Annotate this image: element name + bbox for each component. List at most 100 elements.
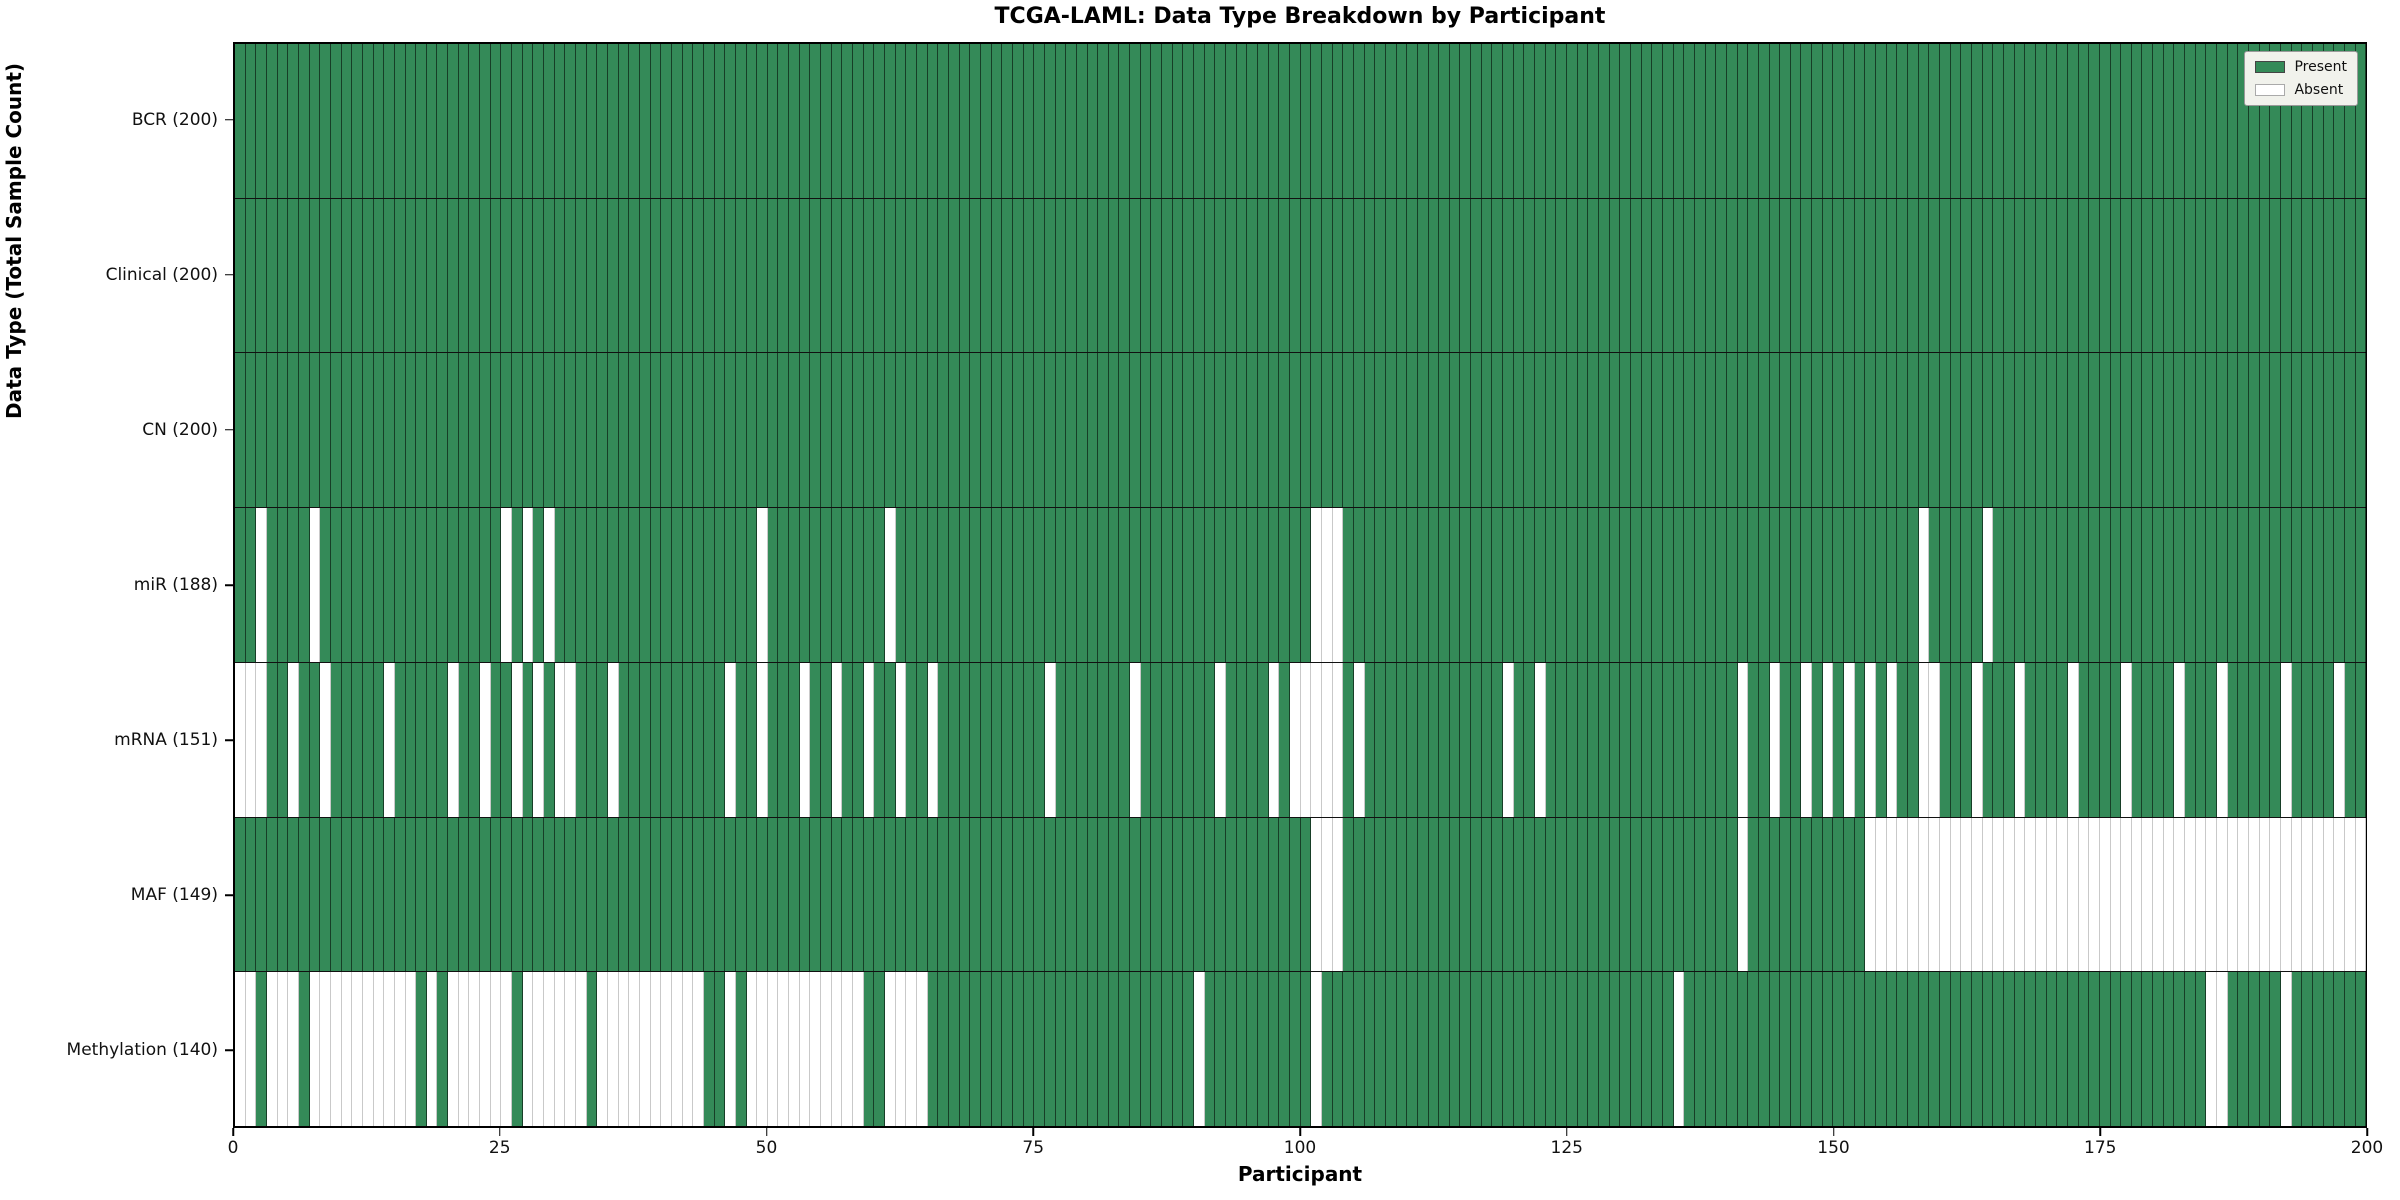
heatmap-cell <box>1545 508 1557 662</box>
heatmap-cell <box>2259 972 2271 1127</box>
heatmap-cell <box>810 972 822 1127</box>
heatmap-cell <box>1833 662 1845 817</box>
heatmap-cell <box>1353 817 1365 972</box>
heatmap-cell <box>1215 198 1227 353</box>
heatmap-cell <box>1023 817 1035 972</box>
heatmap-cell <box>1780 44 1791 198</box>
heatmap-cell <box>384 662 395 817</box>
heatmap-cell <box>1780 662 1791 817</box>
heatmap-cell <box>2206 44 2218 198</box>
heatmap-cell <box>1055 198 1067 353</box>
heatmap-cell <box>416 508 427 662</box>
heatmap-cell <box>2099 972 2111 1127</box>
heatmap-cell <box>1268 353 1280 508</box>
heatmap-cell <box>1417 817 1429 972</box>
heatmap-cell <box>2003 44 2015 198</box>
heatmap-cell <box>1098 817 1109 972</box>
heatmap-cell <box>2067 353 2079 508</box>
heatmap-cell <box>629 817 640 972</box>
heatmap-cell <box>1726 44 1738 198</box>
heatmap-cell <box>1940 353 1951 508</box>
heatmap-cell <box>1258 817 1269 972</box>
heatmap-cell <box>1737 817 1749 972</box>
heatmap-cell <box>1076 44 1088 198</box>
heatmap-cell <box>1268 817 1280 972</box>
heatmap-cell <box>959 662 971 817</box>
heatmap-cell <box>490 817 502 972</box>
heatmap-cell <box>810 662 822 817</box>
heatmap-cell <box>341 662 353 817</box>
heatmap-cell <box>1481 353 1493 508</box>
heatmap-cell <box>917 972 928 1127</box>
heatmap-cell <box>2185 662 2196 817</box>
heatmap-cell <box>1982 817 1994 972</box>
heatmap-cell <box>384 44 395 198</box>
heatmap-cell <box>2238 44 2250 198</box>
heatmap-cell <box>1673 198 1685 353</box>
heatmap-cell <box>938 508 949 662</box>
heatmap-cell <box>671 353 683 508</box>
heatmap-cell <box>970 44 981 198</box>
heatmap-cell <box>341 353 353 508</box>
heatmap-cell <box>1940 817 1951 972</box>
heatmap-cell <box>362 508 374 662</box>
heatmap-cell <box>885 353 896 508</box>
heatmap-cell <box>885 198 896 353</box>
heatmap-cell <box>416 817 427 972</box>
heatmap-cell <box>1321 44 1333 198</box>
heatmap-cell <box>1694 353 1706 508</box>
heatmap-cell <box>1300 508 1312 662</box>
heatmap-cell <box>2110 44 2122 198</box>
heatmap-cell <box>298 662 310 817</box>
heatmap-cell <box>1918 44 1930 198</box>
heatmap-cell <box>426 972 438 1127</box>
heatmap-cell <box>629 972 640 1127</box>
heatmap-cell <box>831 817 843 972</box>
heatmap-cell <box>1886 198 1898 353</box>
heatmap-cell <box>1609 662 1621 817</box>
heatmap-cell <box>1833 508 1845 662</box>
heatmap-cell <box>1247 817 1258 972</box>
heatmap-cell <box>1215 817 1227 972</box>
heatmap-cell <box>2057 508 2068 662</box>
heatmap-cell <box>799 44 811 198</box>
heatmap-cell <box>639 817 651 972</box>
heatmap-cell <box>1503 662 1514 817</box>
heatmap-cell <box>512 972 523 1127</box>
heatmap-cell <box>1609 972 1621 1127</box>
heatmap-cell <box>1449 817 1461 972</box>
heatmap-cell <box>2089 817 2100 972</box>
heatmap-cell <box>1130 44 1141 198</box>
heatmap-cell <box>991 662 1003 817</box>
heatmap-cell <box>1950 508 1962 662</box>
heatmap-cell <box>1460 662 1472 817</box>
heatmap-cell <box>938 44 949 198</box>
heatmap-cell <box>330 353 342 508</box>
heatmap-cell <box>362 817 374 972</box>
heatmap-cell <box>853 817 864 972</box>
heatmap-cell <box>1556 972 1568 1127</box>
heatmap-cell <box>1268 44 1280 198</box>
heatmap-cell <box>1577 353 1589 508</box>
heatmap-cell <box>2195 353 2207 508</box>
heatmap-cell <box>1375 972 1386 1127</box>
heatmap-cell <box>1908 662 1919 817</box>
heatmap-cell <box>2153 198 2164 353</box>
heatmap-cell <box>746 44 758 198</box>
heatmap-cell <box>1748 198 1759 353</box>
heatmap-cell <box>1428 198 1440 353</box>
heatmap-cell <box>1183 44 1195 198</box>
heatmap-cell <box>1439 44 1450 198</box>
heatmap-cell <box>629 198 640 353</box>
heatmap-cell <box>512 198 523 353</box>
heatmap-cell <box>1662 44 1674 198</box>
heatmap-cell <box>1822 972 1834 1127</box>
heatmap-cell <box>1385 353 1397 508</box>
heatmap-cell <box>1492 972 1504 1127</box>
heatmap-cell <box>1396 817 1408 972</box>
heatmap-cell <box>1023 44 1035 198</box>
heatmap-cell <box>2035 508 2047 662</box>
heatmap-cell <box>799 817 811 972</box>
heatmap-cell <box>277 198 289 353</box>
heatmap-cell <box>2067 662 2079 817</box>
